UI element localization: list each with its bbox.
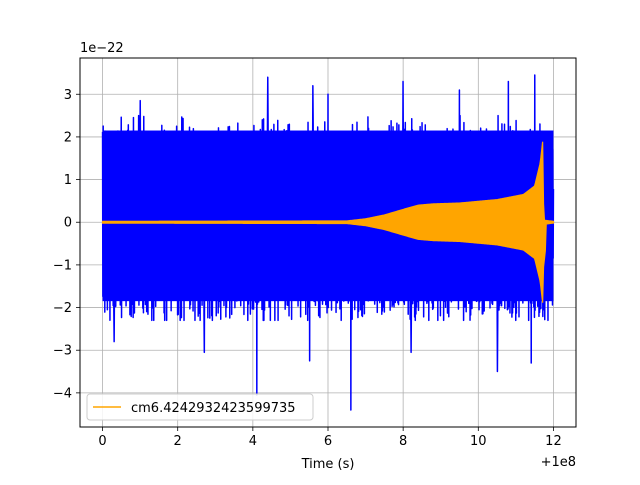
y-tick-label: −1 — [53, 258, 72, 273]
x-offset-label: +1e8 — [541, 455, 576, 470]
y-tick-label: −4 — [53, 386, 72, 401]
y-axis-ticks: −4 −3 −2 −1 0 1 2 3 — [53, 88, 80, 401]
x-tick-label: 8 — [399, 434, 407, 449]
x-tick-label: 12 — [545, 434, 562, 449]
y-scale-label: 1e−22 — [80, 41, 124, 56]
y-tick-label: 3 — [64, 88, 72, 103]
legend-box — [86, 393, 314, 421]
x-tick-label: 0 — [98, 434, 106, 449]
y-tick-label: 0 — [64, 216, 72, 231]
y-tick-label: 1 — [64, 173, 72, 188]
legend: cm6.4242932423599735 — [86, 393, 314, 421]
x-tick-label: 4 — [249, 434, 257, 449]
x-tick-label: 10 — [470, 434, 487, 449]
x-tick-label: 2 — [174, 434, 182, 449]
x-axis-label: Time (s) — [301, 457, 355, 472]
x-axis-ticks: 0 2 4 6 8 10 12 — [98, 427, 562, 449]
series-layer — [101, 74, 555, 411]
y-tick-label: 2 — [64, 130, 72, 145]
x-tick-label: 6 — [324, 434, 332, 449]
legend-label: cm6.4242932423599735 — [131, 401, 296, 416]
y-tick-label: −3 — [53, 344, 72, 359]
y-tick-label: −2 — [53, 301, 72, 316]
